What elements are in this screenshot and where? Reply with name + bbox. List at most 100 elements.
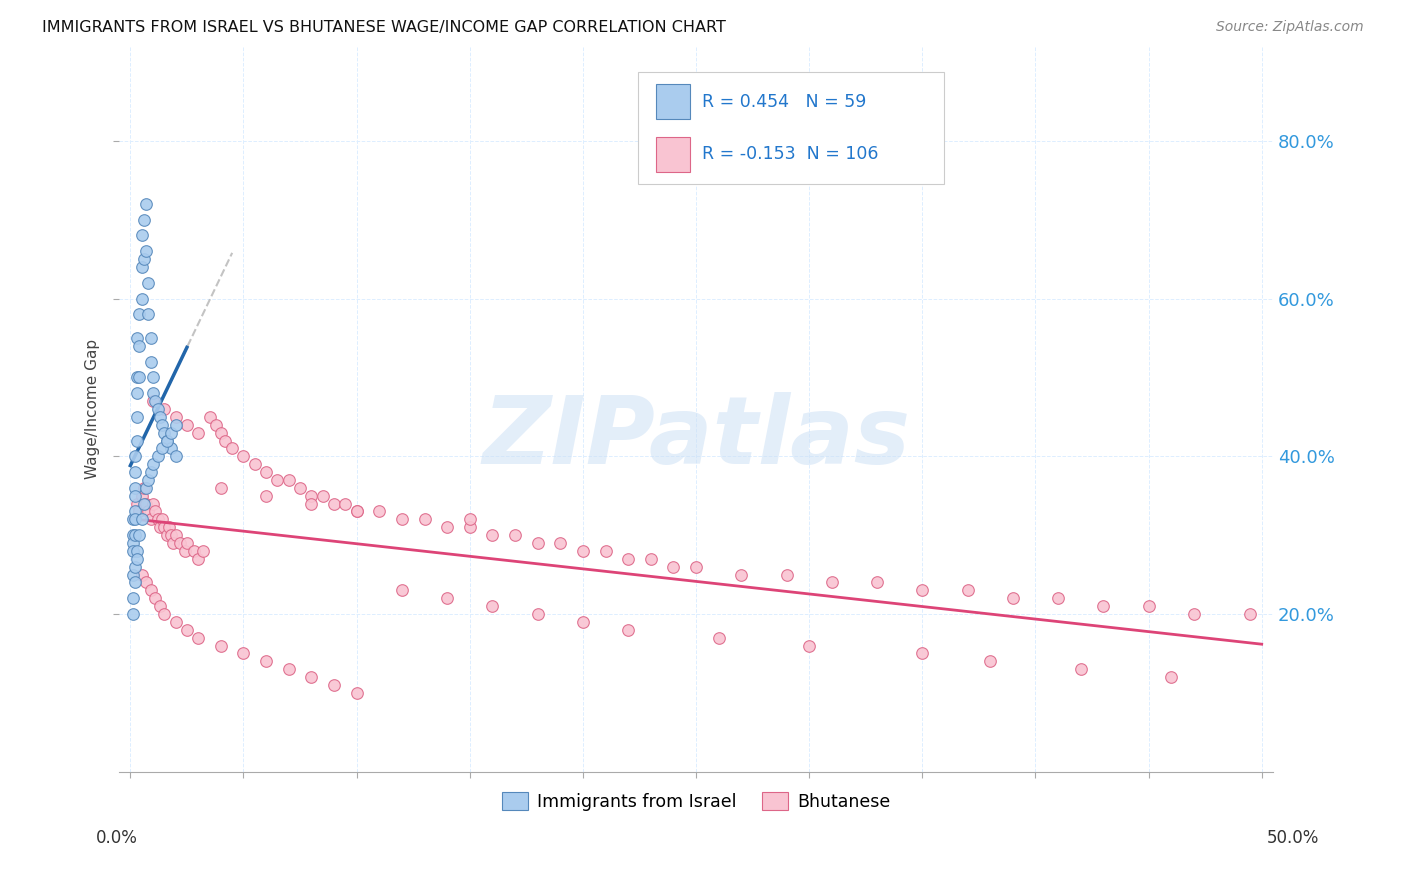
- Point: [142, 394, 165, 409]
- Point: [146, 512, 169, 526]
- Point: [413, 512, 436, 526]
- Point: [135, 244, 157, 259]
- Point: [121, 544, 143, 558]
- Point: [135, 575, 157, 590]
- Point: [135, 481, 157, 495]
- Point: [165, 417, 187, 432]
- Point: [131, 292, 153, 306]
- Point: [150, 442, 173, 456]
- Point: [205, 417, 228, 432]
- Point: [150, 512, 173, 526]
- Point: [127, 370, 149, 384]
- Point: [1182, 607, 1205, 621]
- Point: [187, 425, 209, 440]
- Y-axis label: Wage/Income Gap: Wage/Income Gap: [86, 339, 100, 479]
- Point: [299, 497, 322, 511]
- Point: [481, 528, 503, 542]
- Point: [127, 331, 149, 345]
- Point: [131, 489, 153, 503]
- Point: [121, 607, 143, 621]
- Point: [128, 307, 150, 321]
- Point: [176, 536, 198, 550]
- Point: [277, 662, 299, 676]
- Text: R = -0.153  N = 106: R = -0.153 N = 106: [702, 145, 879, 163]
- Point: [799, 639, 821, 653]
- Point: [162, 536, 184, 550]
- Point: [127, 386, 149, 401]
- Point: [209, 639, 232, 653]
- Point: [640, 551, 662, 566]
- Point: [165, 409, 187, 424]
- Point: [121, 528, 143, 542]
- Point: [266, 473, 288, 487]
- Point: [335, 497, 357, 511]
- Text: R = 0.454   N = 59: R = 0.454 N = 59: [702, 93, 866, 111]
- Point: [685, 559, 707, 574]
- Point: [121, 567, 143, 582]
- Point: [232, 450, 254, 464]
- Point: [149, 599, 172, 614]
- Point: [165, 615, 187, 629]
- Point: [142, 457, 165, 471]
- Point: [436, 520, 458, 534]
- Point: [124, 559, 146, 574]
- Point: [503, 528, 526, 542]
- Point: [323, 678, 346, 692]
- Point: [139, 331, 162, 345]
- Point: [183, 544, 205, 558]
- Point: [165, 450, 187, 464]
- Point: [209, 425, 232, 440]
- Text: Source: ZipAtlas.com: Source: ZipAtlas.com: [1216, 20, 1364, 34]
- Point: [979, 654, 1001, 668]
- Point: [155, 434, 177, 448]
- Point: [866, 575, 889, 590]
- Point: [191, 544, 214, 558]
- Point: [391, 512, 413, 526]
- Point: [198, 409, 221, 424]
- Point: [1137, 599, 1160, 614]
- Point: [232, 647, 254, 661]
- Point: [176, 623, 198, 637]
- Point: [149, 409, 172, 424]
- Point: [221, 442, 243, 456]
- Point: [142, 497, 165, 511]
- Legend: Immigrants from Israel, Bhutanese: Immigrants from Israel, Bhutanese: [495, 785, 897, 817]
- Point: [346, 504, 368, 518]
- Point: [254, 465, 277, 479]
- Point: [138, 473, 160, 487]
- Point: [176, 417, 198, 432]
- Text: ZIPatlas: ZIPatlas: [482, 392, 910, 484]
- Point: [730, 567, 752, 582]
- Point: [1070, 662, 1092, 676]
- Point: [131, 228, 153, 243]
- Point: [127, 497, 149, 511]
- Point: [146, 450, 169, 464]
- Point: [124, 489, 146, 503]
- Point: [548, 536, 571, 550]
- Point: [595, 544, 617, 558]
- Point: [299, 489, 322, 503]
- Point: [121, 591, 143, 606]
- Point: [526, 536, 548, 550]
- Point: [121, 512, 143, 526]
- Point: [187, 551, 209, 566]
- Point: [187, 631, 209, 645]
- Point: [323, 497, 346, 511]
- Point: [775, 567, 797, 582]
- Point: [617, 623, 640, 637]
- Point: [143, 394, 166, 409]
- Point: [160, 528, 183, 542]
- Point: [1160, 670, 1182, 684]
- Point: [165, 528, 187, 542]
- Point: [139, 354, 162, 368]
- Point: [346, 686, 368, 700]
- Point: [1047, 591, 1070, 606]
- Point: [436, 591, 458, 606]
- Point: [157, 520, 180, 534]
- Point: [131, 260, 153, 274]
- Point: [153, 425, 176, 440]
- Point: [707, 631, 730, 645]
- Point: [1239, 607, 1261, 621]
- Point: [391, 583, 413, 598]
- Point: [209, 481, 232, 495]
